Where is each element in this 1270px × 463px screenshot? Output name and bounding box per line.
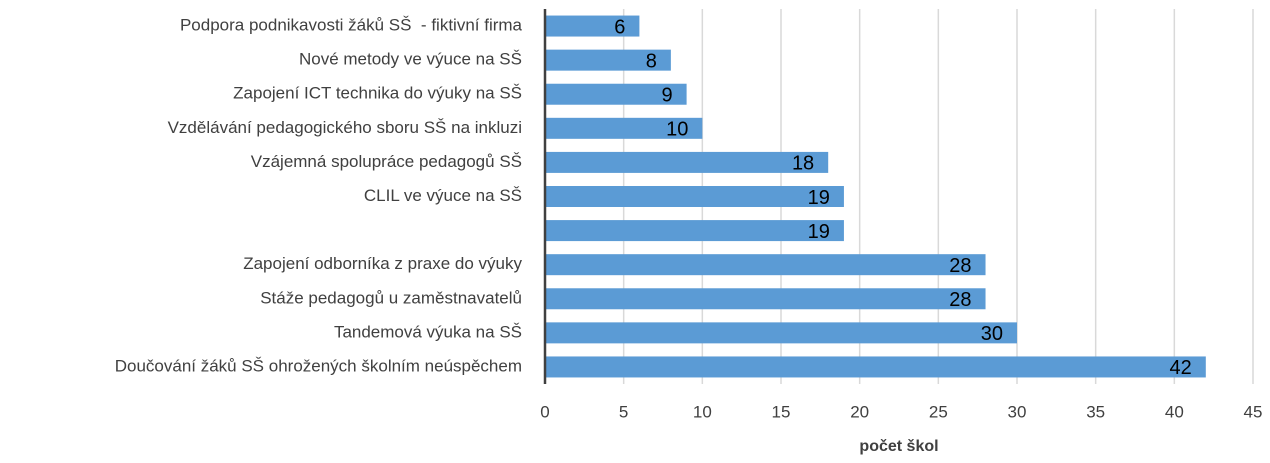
bar xyxy=(545,117,703,139)
bar xyxy=(545,49,671,71)
x-tick-label: 45 xyxy=(1244,402,1263,421)
value-label: 19 xyxy=(808,187,830,209)
y-tick-label: Doučování žáků SŠ ohrožených školním neú… xyxy=(115,356,522,375)
bar xyxy=(545,186,844,207)
x-tick-label: 10 xyxy=(693,402,712,421)
value-label: 6 xyxy=(614,16,625,38)
value-label: 8 xyxy=(646,50,657,72)
x-tick-label: 15 xyxy=(772,402,791,421)
y-tick-label: Vzdělávání pedagogického sboru SŠ na ink… xyxy=(168,118,522,137)
value-label: 30 xyxy=(981,323,1003,345)
value-label: 18 xyxy=(792,153,814,175)
value-label: 28 xyxy=(949,289,971,311)
bar xyxy=(545,322,1017,344)
y-tick-label: Zapojení ICT technika do výuky na SŠ xyxy=(233,84,522,103)
x-tick-label: 25 xyxy=(929,402,948,421)
y-tick-label: Nové metody ve výuce na SŠ xyxy=(299,50,522,69)
value-label: 42 xyxy=(1170,357,1192,379)
y-tick-label: Zapojení odborníka z praxe do výuky xyxy=(243,254,522,273)
bar xyxy=(545,220,844,242)
bar xyxy=(545,151,829,173)
bar xyxy=(545,288,986,310)
value-label: 9 xyxy=(661,85,672,107)
bar xyxy=(545,254,986,276)
x-tick-label: 20 xyxy=(850,402,869,421)
x-tick-label: 30 xyxy=(1008,402,1027,421)
x-tick-label: 35 xyxy=(1086,402,1105,421)
bar xyxy=(545,83,687,105)
x-tick-label: 5 xyxy=(619,402,628,421)
value-label: 10 xyxy=(666,119,688,141)
y-tick-label: Podpora podnikavosti žáků SŠ - fiktivní … xyxy=(180,16,523,35)
bar xyxy=(545,15,640,37)
y-tick-label: Stáže pedagogů u zaměstnavatelů xyxy=(260,288,522,307)
y-tick-label: Vzájemná spolupráce pedagogů SŠ xyxy=(251,152,522,171)
x-axis-title: počet škol xyxy=(859,438,938,455)
x-tick-label: 0 xyxy=(540,402,549,421)
value-label: 28 xyxy=(949,255,971,277)
y-tick-label: CLIL ve výuce na SŠ xyxy=(364,186,522,205)
y-tick-label: Tandemová výuka na SŠ xyxy=(334,322,522,341)
bar xyxy=(545,356,1206,378)
value-label: 19 xyxy=(808,221,830,243)
x-tick-label: 40 xyxy=(1165,402,1184,421)
